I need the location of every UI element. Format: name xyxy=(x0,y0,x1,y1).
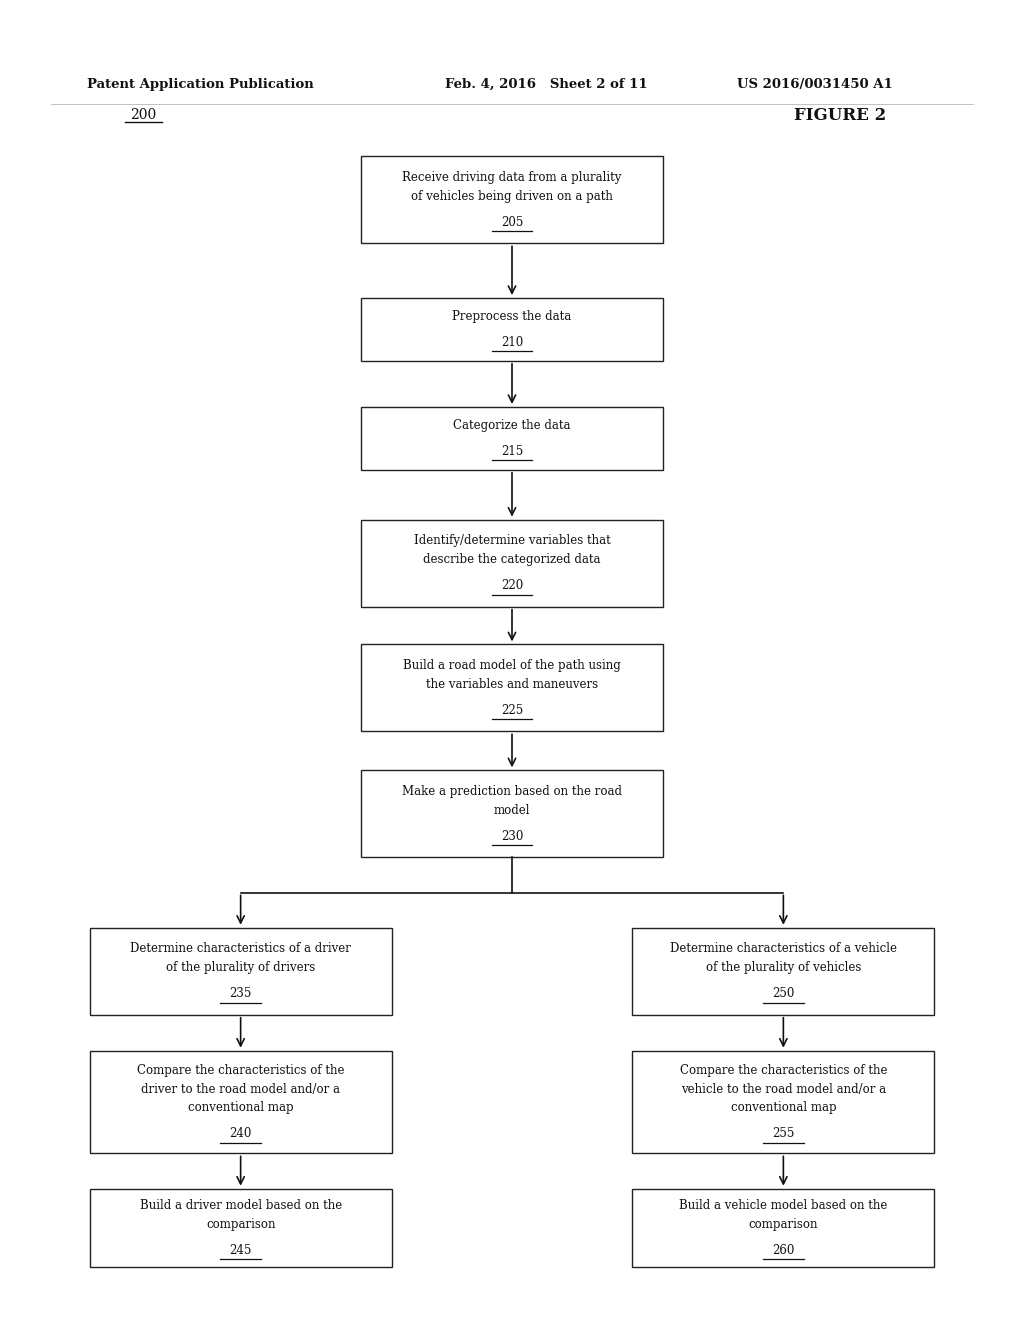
Text: describe the categorized data: describe the categorized data xyxy=(423,553,601,566)
Text: Feb. 4, 2016   Sheet 2 of 11: Feb. 4, 2016 Sheet 2 of 11 xyxy=(445,78,648,91)
Text: comparison: comparison xyxy=(749,1218,818,1230)
Text: Determine characteristics of a driver: Determine characteristics of a driver xyxy=(130,942,351,956)
Text: Categorize the data: Categorize the data xyxy=(454,418,570,432)
Text: 260: 260 xyxy=(772,1243,795,1257)
Text: 225: 225 xyxy=(501,704,523,717)
Text: comparison: comparison xyxy=(206,1218,275,1230)
Text: 235: 235 xyxy=(229,987,252,1001)
Text: Receive driving data from a plurality: Receive driving data from a plurality xyxy=(402,170,622,183)
Text: 240: 240 xyxy=(229,1127,252,1140)
Text: conventional map: conventional map xyxy=(730,1101,837,1114)
Text: Patent Application Publication: Patent Application Publication xyxy=(87,78,313,91)
Text: of the plurality of drivers: of the plurality of drivers xyxy=(166,961,315,974)
FancyBboxPatch shape xyxy=(90,1188,391,1267)
Text: Compare the characteristics of the: Compare the characteristics of the xyxy=(680,1064,887,1077)
Text: model: model xyxy=(494,804,530,817)
Text: 200: 200 xyxy=(130,108,157,121)
FancyBboxPatch shape xyxy=(361,520,664,607)
Text: 205: 205 xyxy=(501,215,523,228)
Text: Build a road model of the path using: Build a road model of the path using xyxy=(403,659,621,672)
Text: Build a vehicle model based on the: Build a vehicle model based on the xyxy=(679,1199,888,1212)
Text: Compare the characteristics of the: Compare the characteristics of the xyxy=(137,1064,344,1077)
Text: vehicle to the road model and/or a: vehicle to the road model and/or a xyxy=(681,1082,886,1096)
Text: FIGURE 2: FIGURE 2 xyxy=(794,107,886,124)
Text: 230: 230 xyxy=(501,830,523,842)
Text: 245: 245 xyxy=(229,1243,252,1257)
FancyBboxPatch shape xyxy=(633,1188,935,1267)
Text: 220: 220 xyxy=(501,579,523,593)
Text: Identify/determine variables that: Identify/determine variables that xyxy=(414,535,610,548)
FancyBboxPatch shape xyxy=(90,1051,391,1154)
FancyBboxPatch shape xyxy=(361,298,664,360)
Text: Build a driver model based on the: Build a driver model based on the xyxy=(139,1199,342,1212)
Text: US 2016/0031450 A1: US 2016/0031450 A1 xyxy=(737,78,893,91)
Text: 250: 250 xyxy=(772,987,795,1001)
FancyBboxPatch shape xyxy=(633,928,935,1015)
Text: the variables and maneuvers: the variables and maneuvers xyxy=(426,677,598,690)
Text: Preprocess the data: Preprocess the data xyxy=(453,310,571,323)
FancyBboxPatch shape xyxy=(90,928,391,1015)
Text: driver to the road model and/or a: driver to the road model and/or a xyxy=(141,1082,340,1096)
FancyBboxPatch shape xyxy=(361,156,664,243)
Text: of the plurality of vehicles: of the plurality of vehicles xyxy=(706,961,861,974)
FancyBboxPatch shape xyxy=(361,644,664,731)
Text: of vehicles being driven on a path: of vehicles being driven on a path xyxy=(411,190,613,203)
FancyBboxPatch shape xyxy=(633,1051,935,1154)
Text: Determine characteristics of a vehicle: Determine characteristics of a vehicle xyxy=(670,942,897,956)
Text: Make a prediction based on the road: Make a prediction based on the road xyxy=(402,785,622,797)
Text: 215: 215 xyxy=(501,445,523,458)
FancyBboxPatch shape xyxy=(361,407,664,470)
Text: conventional map: conventional map xyxy=(187,1101,294,1114)
Text: 210: 210 xyxy=(501,335,523,348)
FancyBboxPatch shape xyxy=(361,770,664,858)
Text: 255: 255 xyxy=(772,1127,795,1140)
